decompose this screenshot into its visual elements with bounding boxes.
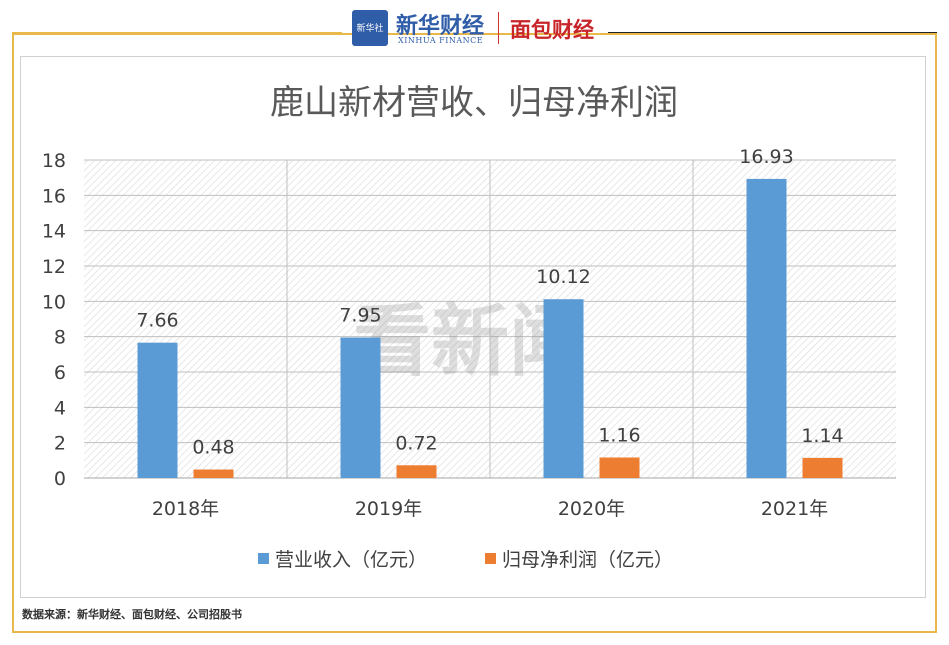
data-label: 0.72 (395, 432, 437, 454)
y-tick-label: 16 (42, 185, 66, 207)
bar-profit (193, 469, 234, 478)
bar-profit (599, 457, 640, 478)
legend-swatch-profit (485, 553, 496, 564)
y-tick-label: 4 (54, 397, 66, 419)
data-label: 1.16 (598, 425, 640, 447)
logo-badge-text: 新华社 (356, 24, 384, 34)
source-note: 数据来源：新华财经、面包财经、公司招股书 (22, 608, 242, 621)
y-tick-label: 18 (42, 150, 66, 172)
bar-profit (802, 457, 843, 478)
y-tick-label: 8 (54, 327, 66, 349)
legend-label: 归母净利润（亿元） (502, 549, 673, 571)
bar-profit (396, 465, 437, 478)
logo-divider (498, 12, 499, 44)
xinhua-logo-icon: 新华社 (352, 10, 388, 46)
chart-title: 鹿山新材营收、归母净利润 (270, 83, 678, 123)
y-tick-label: 14 (42, 221, 66, 243)
data-label: 10.12 (536, 266, 590, 288)
data-label: 16.93 (739, 146, 793, 168)
bar-revenue (340, 337, 381, 478)
y-tick-label: 0 (54, 468, 66, 490)
bar-revenue (137, 342, 178, 478)
bar-revenue (543, 299, 584, 478)
data-label: 0.48 (192, 437, 234, 459)
legend-swatch-revenue (258, 553, 269, 564)
outer-frame (12, 33, 937, 633)
brand-cn: 新华财经 (396, 13, 485, 39)
y-tick-label: 12 (42, 256, 66, 278)
data-label: 7.95 (339, 305, 381, 327)
x-tick-label: 2018年 (152, 498, 219, 520)
data-label: 1.14 (801, 425, 843, 447)
bar-revenue (746, 178, 787, 479)
y-tick-label: 6 (54, 362, 66, 384)
legend-label: 营业收入（亿元） (275, 549, 427, 571)
x-tick-label: 2020年 (558, 498, 625, 520)
x-tick-label: 2019年 (355, 498, 422, 520)
y-tick-label: 2 (54, 433, 66, 455)
brand2: 面包财经 (510, 18, 594, 42)
x-tick-label: 2021年 (761, 498, 828, 520)
data-label: 7.66 (136, 310, 178, 332)
brand-en: XINHUA FINANCE (398, 36, 484, 45)
y-tick-label: 10 (42, 291, 66, 313)
